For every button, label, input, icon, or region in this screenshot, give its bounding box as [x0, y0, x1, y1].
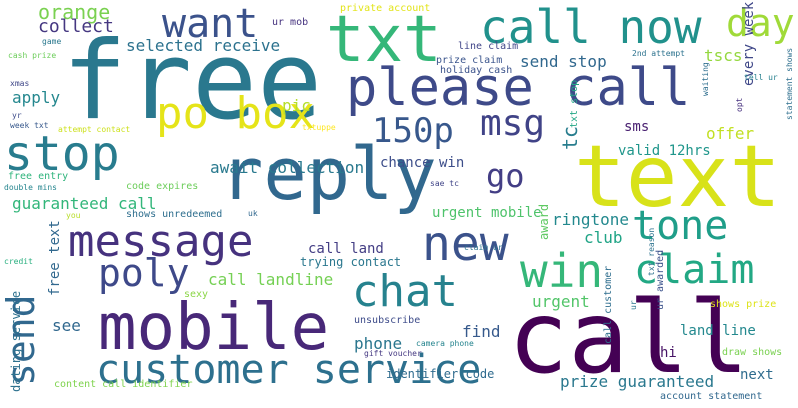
cloud-word: statement shows — [785, 47, 794, 120]
cloud-word: private account — [340, 3, 431, 14]
cloud-word: ringtone — [552, 210, 630, 229]
cloud-word: sexy — [184, 289, 209, 300]
cloud-word: tscs — [704, 46, 743, 65]
cloud-word: call land — [308, 241, 384, 257]
cloud-word: cash prize — [8, 51, 57, 60]
cloud-word: sae tc — [430, 179, 459, 188]
cloud-word: msg — [480, 103, 546, 144]
cloud-word: new — [422, 216, 509, 272]
cloud-word: tc — [558, 125, 582, 150]
cloud-word: urgent mobile — [432, 205, 542, 221]
cloud-word: want — [162, 1, 259, 47]
cloud-word: double mins — [4, 183, 57, 192]
cloud-word: txt reason — [647, 227, 656, 276]
cloud-word: text — [574, 127, 782, 227]
cloud-word: claim ur — [464, 243, 503, 252]
cloud-word: call now — [480, 0, 702, 54]
cloud-word: chance win — [380, 155, 465, 171]
cloud-word: day — [726, 1, 795, 45]
cloud-word: attempt contact — [58, 125, 131, 134]
cloud-word: tone — [632, 203, 729, 249]
cloud-word: call customer — [603, 265, 614, 344]
cloud-word: offer — [706, 124, 755, 143]
cloud-word: ur mob — [272, 17, 309, 28]
cloud-word: selected receive — [126, 36, 281, 55]
cloud-word: award — [537, 203, 551, 240]
cloud-word: call landline — [208, 270, 334, 289]
cloud-word: poly — [98, 251, 190, 295]
cloud-word: dating service — [9, 290, 23, 392]
cloud-word: waiting — [701, 62, 710, 96]
cloud-word: account statement — [660, 391, 763, 402]
cloud-word: tell ur — [744, 73, 778, 82]
cloud-word: po box — [156, 88, 315, 139]
cloud-word: txtuppe — [302, 123, 336, 132]
cloud-word: code expires — [126, 181, 199, 192]
cloud-word: sms — [624, 119, 650, 135]
cloud-word: stop — [4, 126, 120, 182]
cloud-word: await collection — [210, 158, 365, 177]
cloud-word: prize guaranteed — [560, 372, 715, 391]
cloud-word: mobile — [98, 291, 330, 365]
cloud-word: valid 12hrs — [618, 143, 711, 159]
cloud-word: unsubscribe — [354, 315, 421, 326]
cloud-word: yr — [12, 111, 22, 120]
cloud-word: camera phone — [416, 339, 474, 348]
cloud-word: find — [462, 322, 501, 341]
cloud-word: go — [486, 157, 525, 195]
cloud-word: customer service — [96, 347, 482, 393]
cloud-word: call — [508, 279, 749, 396]
cloud-word: gift voucher — [364, 349, 422, 358]
cloud-word: urgent — [532, 292, 590, 311]
cloud-word: see — [52, 316, 81, 335]
cloud-word: txt — [326, 3, 442, 77]
cloud-word: free — [62, 19, 323, 144]
cloud-word: apply — [12, 88, 61, 107]
cloud-word: free entry — [8, 171, 69, 182]
cloud-word: credit — [4, 257, 33, 266]
cloud-word: reply — [220, 132, 437, 216]
cloud-word: opt — [735, 97, 744, 112]
cloud-word: next — [740, 367, 774, 383]
cloud-word: club — [584, 228, 623, 247]
cloud-word: pic — [282, 96, 311, 115]
cloud-word: game — [42, 37, 62, 46]
cloud-word: xmas — [10, 79, 30, 88]
cloud-word: please call — [346, 58, 691, 118]
cloud-word: holiday cash — [440, 65, 513, 76]
cloud-word: shows unredeemed — [126, 209, 223, 220]
cloud-word: you — [66, 211, 81, 220]
cloud-word: orange — [38, 0, 111, 24]
cloud-word: week txt — [10, 121, 49, 130]
cloud-word: trying contact — [300, 255, 402, 269]
cloud-word: message — [68, 216, 254, 267]
cloud-word: chat — [352, 266, 458, 317]
cloud-word: prize claim — [436, 55, 503, 66]
cloud-word: draw shows — [722, 347, 783, 358]
cloud-word: shows prize — [710, 299, 777, 310]
cloud-word: hi — [660, 345, 677, 361]
cloud-word: send stop — [520, 52, 607, 71]
cloud-word: land line — [680, 323, 756, 339]
cloud-word: guaranteed call — [12, 194, 157, 213]
cloud-word: content call identifier — [54, 379, 193, 390]
cloud-word: free text — [47, 220, 63, 296]
cloud-word: ur awarded — [655, 249, 666, 310]
cloud-word: phone — [354, 334, 403, 353]
cloud-word: win — [520, 244, 604, 298]
cloud-word: ur — [629, 300, 638, 310]
cloud-word: txt stop — [569, 79, 580, 128]
cloud-word: line claim — [458, 41, 519, 52]
cloud-word: uk — [248, 209, 258, 218]
cloud-word: identifier code — [386, 367, 495, 381]
cloud-word: collect — [38, 16, 114, 37]
cloud-word: claim — [634, 247, 755, 293]
cloud-word: 2nd attempt — [632, 49, 685, 58]
cloud-word: 150p — [372, 111, 454, 151]
